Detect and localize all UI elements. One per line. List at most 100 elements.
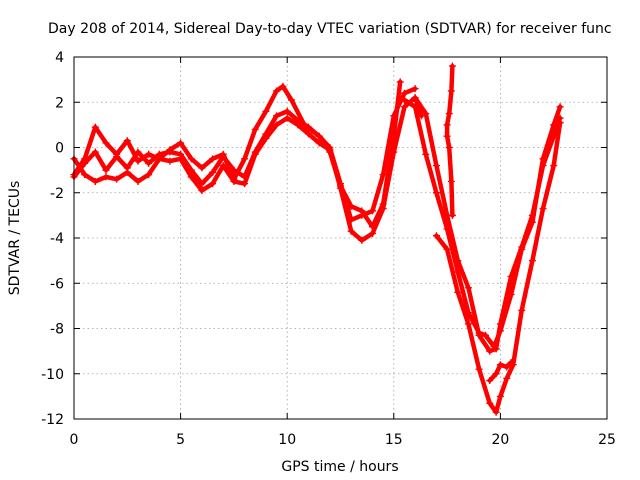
data-point (448, 62, 456, 70)
data-point (443, 132, 451, 140)
data-point (556, 119, 564, 127)
series-trace-6 (432, 119, 564, 416)
y-tick-label: 4 (55, 50, 64, 66)
data-point (496, 361, 504, 369)
data-point (198, 186, 206, 194)
y-tick-label: -4 (50, 231, 64, 247)
data-point (262, 107, 270, 115)
data-point (368, 229, 376, 237)
data-point (503, 363, 511, 371)
data-point (305, 130, 313, 138)
data-point (432, 189, 440, 197)
data-point (113, 175, 121, 183)
data-point (358, 211, 366, 219)
x-tick-label: 10 (278, 432, 296, 448)
data-point (486, 347, 494, 355)
data-point (166, 157, 174, 165)
data-point (262, 134, 270, 142)
data-point (475, 365, 483, 373)
data-point (496, 320, 504, 328)
data-point (443, 121, 451, 129)
data-point (241, 155, 249, 163)
data-point (432, 232, 440, 240)
data-point (411, 94, 419, 102)
data-point (400, 96, 408, 104)
data-point (464, 284, 472, 292)
data-point (198, 180, 206, 188)
y-tick-label: 0 (55, 141, 64, 157)
data-point (230, 177, 238, 185)
series-line (402, 97, 563, 349)
data-point (230, 166, 238, 174)
data-point (294, 121, 302, 129)
data-point (528, 211, 536, 219)
data-point (411, 85, 419, 93)
data-point (422, 150, 430, 158)
data-point (198, 164, 206, 172)
data-point (209, 155, 217, 163)
data-point (492, 370, 500, 378)
data-point (305, 123, 313, 131)
data-point (496, 392, 504, 400)
data-point (273, 121, 281, 129)
series-trace-2 (70, 85, 419, 224)
x-tick-label: 5 (176, 432, 185, 448)
data-point (507, 358, 515, 366)
data-point (486, 377, 494, 385)
data-point (134, 148, 142, 156)
data-point (358, 236, 366, 244)
series-line (444, 63, 455, 218)
plot-frame (73, 56, 608, 420)
data-point (102, 166, 110, 174)
series-line (71, 95, 424, 243)
series-line (412, 95, 563, 354)
data-point (279, 82, 287, 90)
data-point (432, 162, 440, 170)
data-point (209, 180, 217, 188)
grid (74, 57, 607, 419)
data-point (91, 177, 99, 185)
data-point (315, 132, 323, 140)
y-axis-label: SDTVAR / TECUs (7, 181, 23, 296)
data-point (539, 205, 547, 213)
x-axis: 0 5 10 15 20 25 (70, 57, 616, 448)
data-point (379, 171, 387, 179)
data-point (91, 123, 99, 131)
y-tick-label: 2 (55, 95, 64, 111)
data-point (81, 159, 89, 167)
data-point (177, 155, 185, 163)
data-point (145, 171, 153, 179)
data-point (187, 155, 195, 163)
data-point (390, 148, 398, 156)
data-point (443, 245, 451, 253)
data-point (283, 107, 291, 115)
data-point (326, 146, 334, 154)
data-point (368, 207, 376, 215)
data-point (209, 168, 217, 176)
data-point (155, 155, 163, 163)
y-tick-label: -8 (50, 322, 64, 338)
data-point (81, 171, 89, 179)
data-point (454, 257, 462, 265)
x-tick-label: 15 (385, 432, 403, 448)
data-point (219, 162, 227, 170)
data-point (492, 408, 500, 416)
y-tick-label: -10 (41, 367, 64, 383)
data-point (454, 288, 462, 296)
data-point (447, 177, 455, 185)
data-point (528, 257, 536, 265)
data-point (507, 272, 515, 280)
x-tick-label: 20 (491, 432, 509, 448)
series-trace-8 (486, 358, 515, 385)
data-point (91, 148, 99, 156)
data-point (102, 139, 110, 147)
data-point (102, 173, 110, 181)
y-axis: -12 -10 -8 -6 -4 -2 0 2 4 (41, 50, 607, 428)
x-axis-label: GPS time / hours (281, 459, 398, 475)
data-point (177, 139, 185, 147)
data-point (448, 211, 456, 219)
data-point (400, 103, 408, 111)
data-point (390, 112, 398, 120)
data-point (337, 184, 344, 192)
